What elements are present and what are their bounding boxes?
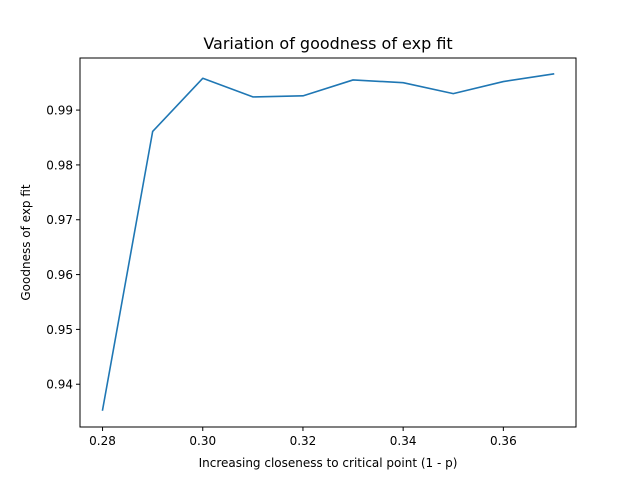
y-tick-label: 0.95 [46, 323, 73, 337]
x-axis: 0.28 0.30 0.32 0.34 0.36 [89, 427, 517, 448]
y-tick-label: 0.94 [46, 378, 73, 392]
x-tick-label: 0.32 [290, 434, 317, 448]
series-line-0 [101, 72, 555, 411]
plot-frame [79, 57, 577, 428]
y-tick-label: 0.96 [46, 268, 73, 282]
chart-title: Variation of goodness of exp fit [203, 34, 452, 53]
x-tick-label: 0.34 [390, 434, 417, 448]
y-axis-label: Goodness of exp fit [19, 184, 33, 301]
y-tick-label: 0.97 [46, 213, 73, 227]
x-tick-label: 0.28 [89, 434, 116, 448]
y-tick-label: 0.99 [46, 104, 73, 118]
y-tick-label: 0.98 [46, 158, 73, 172]
y-axis: 0.94 0.95 0.96 0.97 0.98 0.99 [46, 104, 80, 392]
x-axis-label: Increasing closeness to critical point (… [199, 456, 458, 470]
plot-area [101, 72, 555, 411]
x-tick-label: 0.36 [490, 434, 517, 448]
x-tick-label: 0.30 [189, 434, 216, 448]
